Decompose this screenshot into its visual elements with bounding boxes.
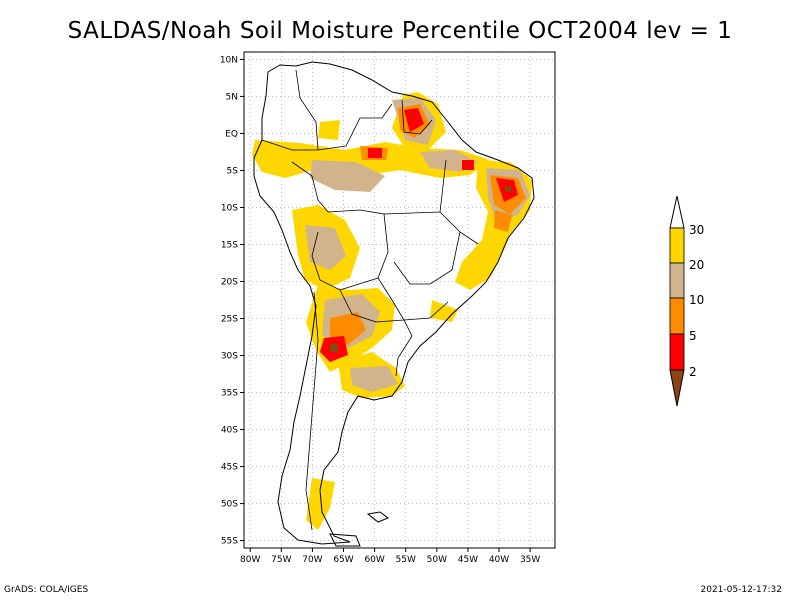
legend-swatch-5-10 (669, 297, 685, 335)
color-legend: 30 20 10 5 2 (669, 195, 704, 407)
lat-tick-label: 55S (221, 537, 238, 547)
shade-region-chaco-brown (330, 344, 338, 352)
border-venezuela-brazil (317, 103, 393, 151)
lat-tick-label: EQ (225, 129, 238, 139)
tierra-del-fuego-outline (329, 533, 361, 547)
border-brazil-south (403, 301, 449, 321)
lat-tick-label: 10S (221, 203, 238, 213)
lat-tick-label: 35S (221, 389, 238, 399)
shade-region-coast-red (462, 160, 474, 170)
border-argentina-uruguay (395, 319, 413, 377)
plot-frame (243, 51, 556, 549)
legend-label-20: 20 (689, 258, 704, 272)
lat-tick-label: 20S (221, 277, 238, 287)
lon-tick-label: 70W (302, 555, 322, 565)
lat-tick-label: 15S (221, 240, 238, 250)
lon-tick-label: 60W (364, 555, 384, 565)
border-guianas (401, 99, 433, 135)
border-brazil-states (383, 159, 479, 285)
shade-region-ne-interior-orange (494, 210, 512, 232)
border-brazil-paraguay (377, 277, 405, 321)
falkland-islands-outline (366, 511, 390, 523)
shade-region-pampas-tan (350, 366, 398, 392)
lon-tick-label: 40W (489, 555, 509, 565)
south-america-outline (253, 61, 535, 545)
legend-cap-above-30 (669, 195, 685, 229)
soil-moisture-shading (252, 92, 532, 530)
border-paraguay-argentina (339, 289, 405, 323)
coastline (253, 61, 535, 547)
legend-cap-below-2 (669, 369, 685, 407)
shade-region-patagonia (306, 478, 335, 530)
legend-label-2: 2 (689, 365, 697, 379)
shade-region-guianas-red (404, 108, 424, 132)
legend-label-30: 30 (689, 223, 704, 237)
legend-label-5: 5 (689, 329, 697, 343)
shade-region-northeast-brown (505, 186, 511, 192)
border-colombia-venezuela (295, 69, 319, 151)
footer-credit: GrADS: COLA/IGES (4, 585, 89, 595)
lat-tick-label: 40S (221, 426, 238, 436)
lat-tick-label: 30S (221, 352, 238, 362)
latitude-axis-labels: 10N 5N EQ 5S 10S 15S 20S 25S 30S 35S 40S 45S 50S 55S (220, 55, 244, 547)
legend-label-10: 10 (689, 293, 704, 307)
shade-region-amazon-tan (310, 160, 385, 192)
lat-tick-label: 5N (226, 92, 238, 102)
border-chile-argentina (305, 291, 319, 531)
lon-tick-label: 75W (271, 555, 291, 565)
longitude-axis-labels: 80W 75W 70W 65W 60W 55W 50W 45W 40W 35W (240, 548, 540, 565)
lat-tick-label: 5S (227, 166, 239, 176)
lat-tick-label: 45S (221, 463, 238, 473)
legend-swatch-20-30 (669, 227, 685, 264)
lat-tick-label: 25S (221, 315, 238, 325)
shade-region-amazon-red (368, 148, 382, 158)
border-colombia-peru (261, 139, 318, 151)
legend-swatch-10-20 (669, 262, 685, 299)
lon-tick-label: 80W (240, 555, 260, 565)
shade-region-bolivia-tan (305, 225, 346, 270)
lat-tick-label: 50S (221, 500, 238, 510)
country-borders (261, 69, 479, 531)
border-peru-brazil (291, 161, 329, 213)
lon-tick-label: 50W (427, 555, 447, 565)
lon-tick-label: 35W (520, 555, 540, 565)
legend-swatch-2-5 (669, 333, 685, 371)
lon-tick-label: 55W (396, 555, 416, 565)
shade-region-coast-south (430, 300, 458, 322)
map-title: SALDAS/Noah Soil Moisture Percentile OCT… (67, 18, 733, 44)
lat-tick-label: 10N (220, 55, 238, 65)
shade-region-colombia (318, 120, 340, 140)
lon-tick-label: 65W (333, 555, 353, 565)
lon-tick-label: 45W (458, 555, 478, 565)
footer-timestamp: 2021-05-12-17:32 (700, 585, 783, 595)
